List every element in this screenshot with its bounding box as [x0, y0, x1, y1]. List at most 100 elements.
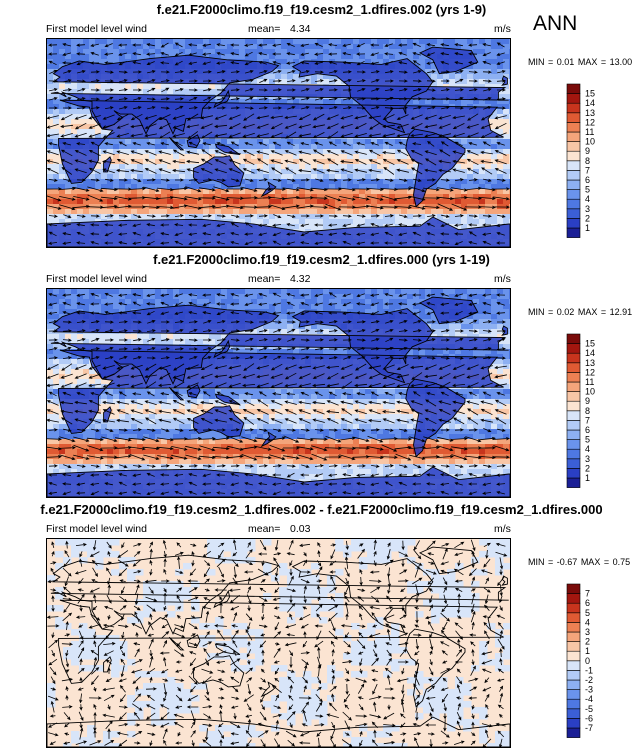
field-cell — [179, 299, 186, 305]
field-cell — [377, 54, 384, 60]
field-cell — [191, 294, 198, 300]
field-cell — [161, 299, 168, 305]
field-cell — [377, 139, 384, 145]
wind-vector-arrow — [482, 43, 491, 47]
field-cell — [323, 324, 330, 330]
wind-vector-arrow — [384, 106, 394, 110]
field-cell — [53, 49, 60, 55]
wind-vector-arrow — [287, 178, 296, 182]
field-cell — [161, 294, 168, 300]
field-cell — [323, 154, 330, 160]
field-cell — [281, 169, 288, 175]
field-cell — [179, 199, 186, 205]
field-cell — [485, 219, 492, 225]
wind-vector-arrow — [301, 70, 310, 74]
wind-vector-arrow — [244, 70, 254, 74]
wind-vector-arrow — [384, 223, 393, 227]
greenland-fill — [420, 47, 478, 74]
field-cell — [335, 154, 342, 160]
wind-vector-arrow — [298, 168, 312, 173]
field-cell — [53, 289, 60, 295]
field-cell — [263, 209, 270, 215]
field-cell — [101, 309, 108, 315]
field-cell — [395, 149, 402, 155]
field-cell — [365, 59, 372, 65]
wind-vector-arrow — [90, 241, 99, 245]
field-cell — [299, 294, 306, 300]
wind-vector-arrow — [493, 196, 510, 201]
field-cell — [317, 189, 324, 195]
field-cell — [71, 134, 78, 140]
field-cell — [113, 209, 120, 215]
wind-vector-arrow — [146, 223, 155, 227]
field-cell — [425, 99, 432, 105]
field-cell — [407, 219, 414, 225]
field-cell — [377, 179, 384, 185]
wind-vector-arrow — [203, 88, 212, 92]
wind-vector-arrow — [314, 232, 323, 236]
field-cell — [263, 179, 270, 185]
field-cell — [257, 54, 264, 60]
field-cell — [203, 154, 210, 160]
field-cell — [113, 339, 120, 345]
field-cell — [107, 189, 114, 195]
field-cell — [293, 299, 300, 305]
wind-vector-arrow — [104, 232, 113, 237]
field-cell — [383, 184, 390, 190]
field-cell — [455, 99, 462, 105]
wind-vector-arrow — [382, 133, 395, 138]
field-cell — [155, 289, 162, 295]
field-cell — [497, 339, 504, 345]
field-cell — [131, 144, 138, 150]
wind-vector-arrow — [300, 79, 310, 83]
field-cell — [485, 59, 492, 65]
field-cell — [53, 304, 60, 310]
field-cell — [491, 44, 498, 50]
wind-vector-arrow — [328, 88, 338, 92]
field-cell — [155, 139, 162, 145]
field-cell — [347, 294, 354, 300]
field-cell — [341, 184, 348, 190]
field-cell — [359, 164, 366, 170]
wind-vector-arrow — [105, 178, 114, 182]
field-cell — [443, 194, 450, 200]
wind-vector-arrow — [130, 124, 143, 129]
field-cell — [167, 339, 174, 345]
wind-vector-arrow — [160, 241, 170, 245]
field-cell — [113, 294, 120, 300]
field-cell — [509, 119, 510, 125]
field-cell — [263, 44, 270, 50]
field-cell — [77, 134, 84, 140]
europe-asia-fill — [50, 55, 509, 134]
field-cell — [263, 99, 270, 105]
field-cell — [281, 204, 288, 210]
wind-vector-arrow — [132, 43, 141, 47]
wind-vector-arrow — [328, 178, 338, 182]
field-cell — [497, 329, 504, 335]
field-cell — [335, 159, 342, 165]
wind-vector-arrow — [146, 178, 156, 182]
wind-vector-arrow — [424, 150, 437, 156]
field-cell — [473, 144, 480, 150]
field-cell — [173, 189, 180, 195]
field-cell — [191, 214, 198, 220]
field-cell — [341, 139, 348, 145]
field-cell — [323, 199, 330, 205]
colorbar-swatch — [566, 227, 581, 238]
wind-vector-arrow — [216, 88, 226, 92]
field-cell — [221, 139, 228, 145]
field-cell — [449, 219, 456, 225]
wind-vector-arrow — [286, 232, 296, 236]
field-cell — [131, 139, 138, 145]
field-cell — [269, 189, 276, 195]
wind-vector-arrow — [300, 223, 309, 227]
field-cell — [359, 169, 366, 175]
wind-vector-arrow — [328, 52, 338, 56]
field-cell — [455, 199, 462, 205]
field-cell — [377, 49, 384, 55]
field-cell — [89, 174, 96, 180]
field-cell — [275, 79, 282, 85]
wind-vector-arrow — [326, 168, 339, 173]
field-cell — [77, 304, 84, 310]
field-cell — [263, 194, 270, 200]
